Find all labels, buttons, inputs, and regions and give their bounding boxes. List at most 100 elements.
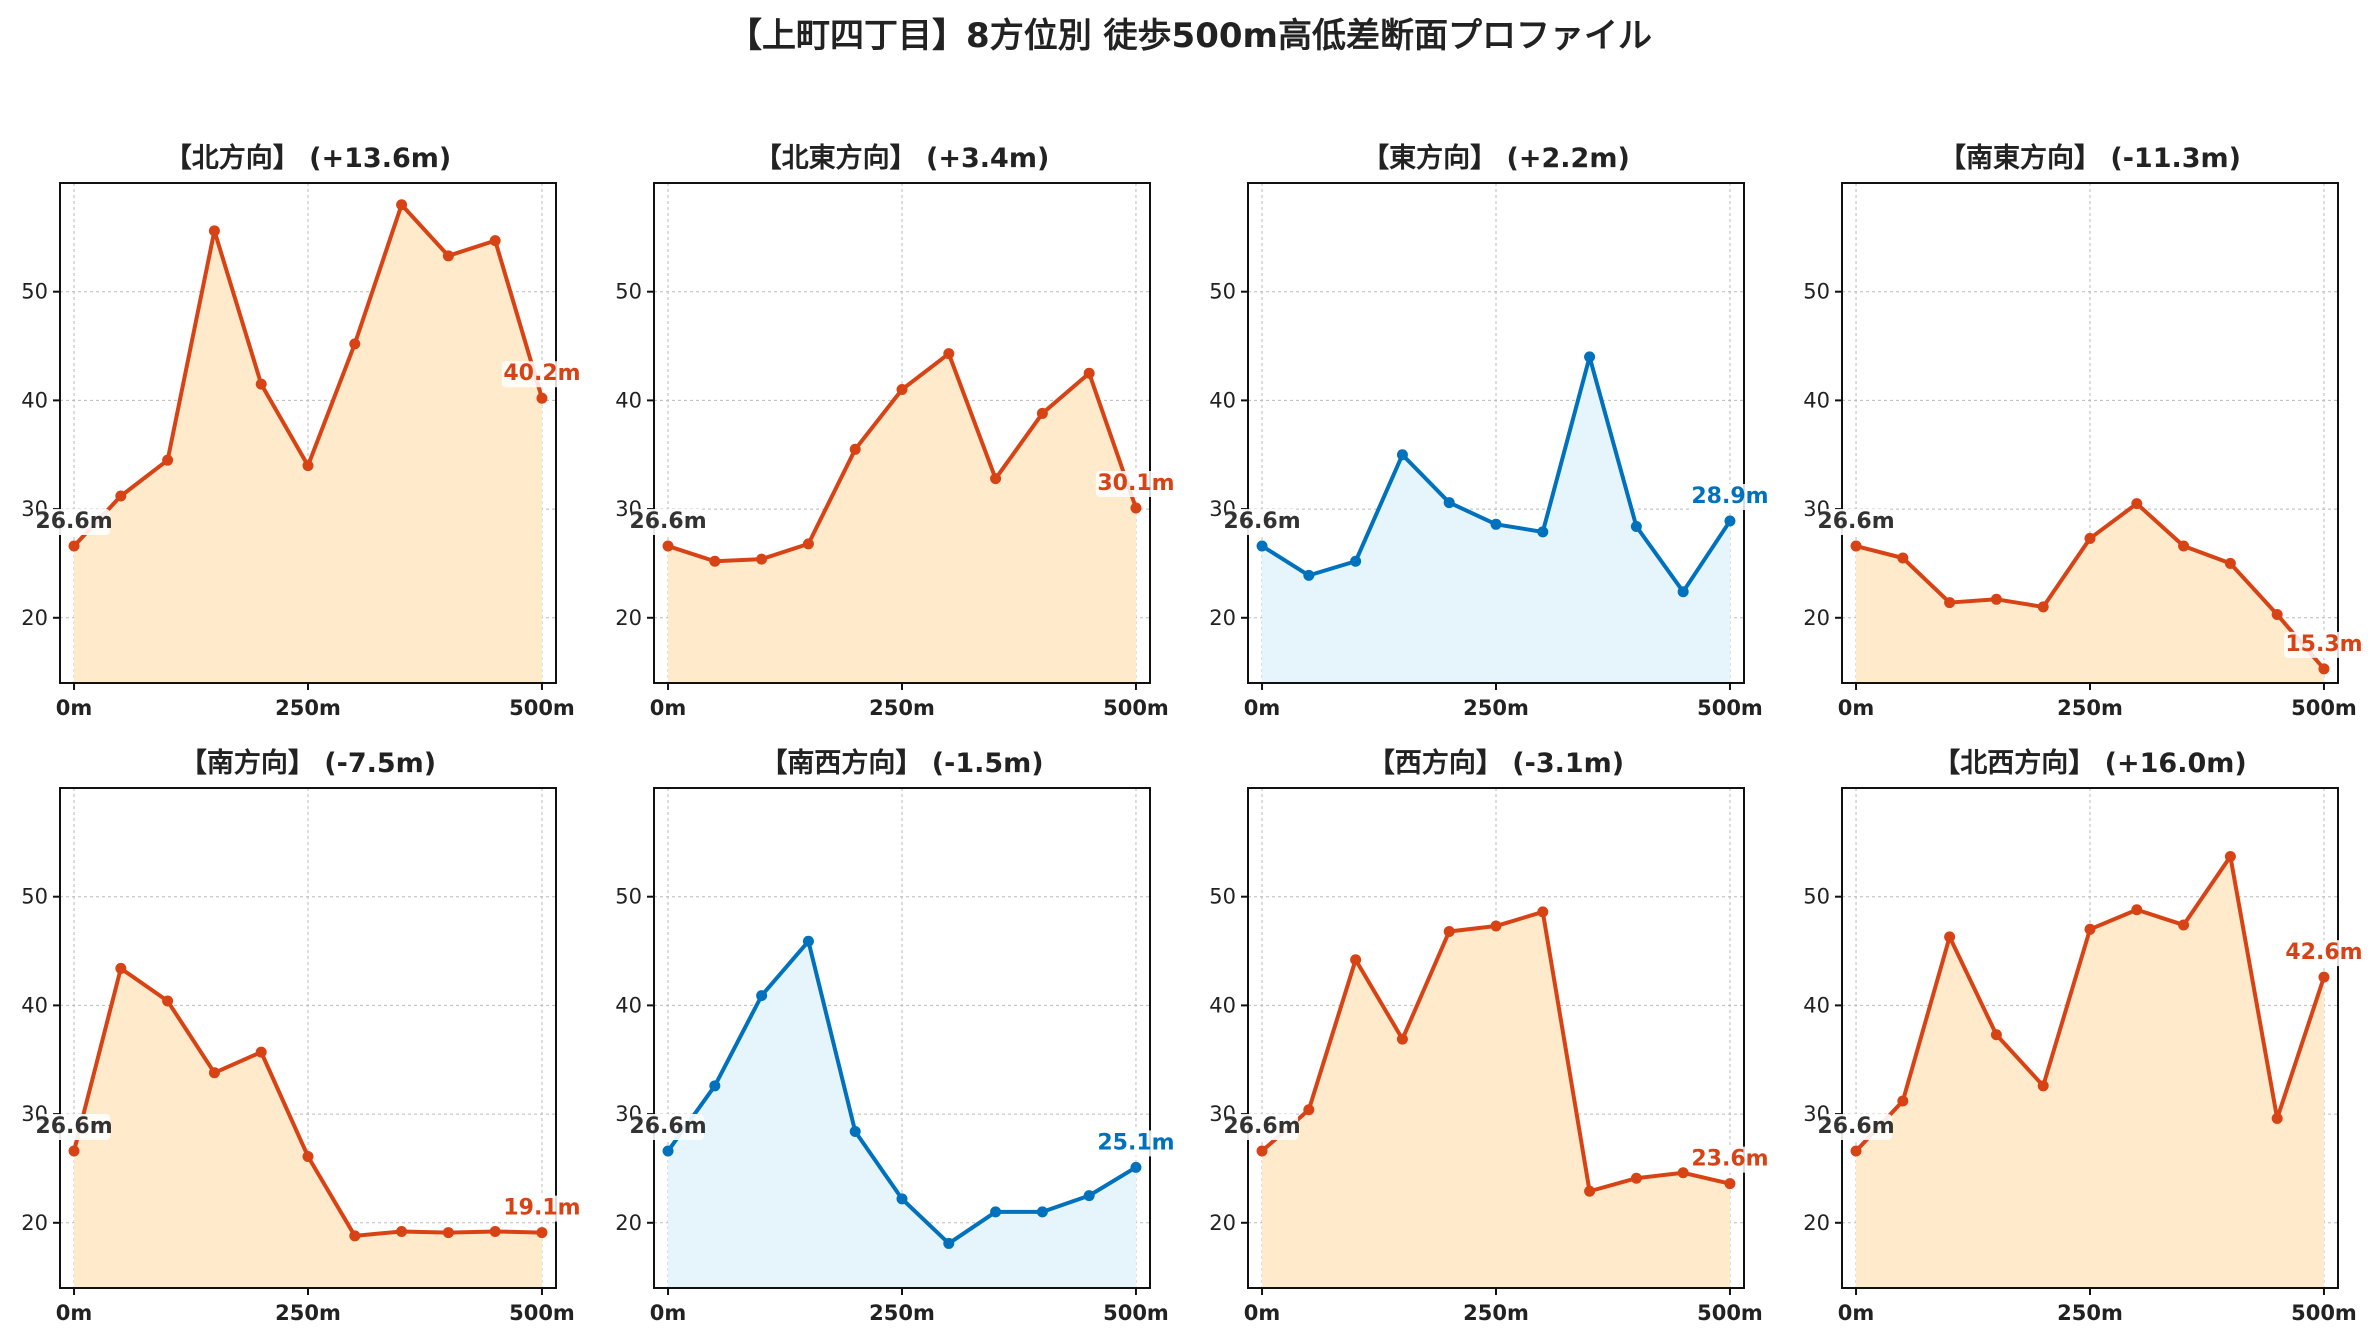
y-tick-label: 40 [21, 388, 48, 412]
figure-title: 【上町四丁目】8方位別 徒歩500m高低差断面プロファイル [728, 16, 1652, 56]
data-point [896, 1193, 908, 1205]
data-point [2318, 971, 2330, 983]
data-point [255, 1046, 267, 1058]
y-tick-label: 40 [1209, 388, 1236, 412]
x-tick-label: 0m [1838, 696, 1875, 720]
x-tick-label: 250m [869, 1301, 935, 1325]
x-tick-label: 250m [2057, 696, 2123, 720]
data-point [1083, 367, 1095, 379]
data-point [489, 235, 501, 247]
start-label-box [38, 1114, 111, 1141]
start-elevation-label: 26.6m [1223, 1114, 1300, 1139]
data-point [255, 378, 267, 390]
data-point [756, 553, 768, 565]
y-tick-label: 40 [21, 993, 48, 1017]
x-tick-label: 500m [1697, 696, 1763, 720]
data-point [396, 1225, 408, 1237]
y-tick-label: 20 [1803, 606, 1830, 630]
data-point [1944, 931, 1956, 943]
start-label-box [1820, 1114, 1893, 1141]
data-point [1724, 515, 1736, 527]
data-point [115, 962, 127, 974]
x-tick-label: 500m [1103, 696, 1169, 720]
data-point [756, 990, 768, 1002]
start-elevation-label: 26.6m [35, 1114, 112, 1139]
data-point [662, 540, 674, 552]
panel-title: 【西方向】 (-3.1m) [1368, 747, 1624, 779]
data-point [68, 1145, 80, 1157]
start-elevation-label: 26.6m [629, 1114, 706, 1139]
x-tick-label: 0m [1244, 1301, 1281, 1325]
data-point [1350, 954, 1362, 966]
data-point [536, 1227, 548, 1239]
data-point [1396, 449, 1408, 461]
data-point [1443, 925, 1455, 937]
data-point [709, 555, 721, 567]
panel-title: 【南西方向】 (-1.5m) [760, 747, 1043, 779]
x-tick-label: 500m [509, 696, 575, 720]
data-point [1630, 520, 1642, 532]
end-elevation-label: 42.6m [2285, 940, 2362, 965]
x-tick-label: 0m [650, 696, 687, 720]
x-tick-label: 0m [650, 1301, 687, 1325]
start-label-box [1226, 509, 1299, 536]
y-tick-label: 50 [21, 885, 48, 909]
start-label-box [632, 1114, 705, 1141]
x-tick-label: 500m [509, 1301, 575, 1325]
data-point [1990, 593, 2002, 605]
start-elevation-label: 26.6m [629, 509, 706, 534]
data-point [2271, 1112, 2283, 1124]
y-tick-label: 40 [1209, 993, 1236, 1017]
y-tick-label: 50 [615, 280, 642, 304]
data-point [2224, 557, 2236, 569]
data-point [1303, 569, 1315, 581]
panel-title: 【東方向】 (+2.2m) [1362, 142, 1630, 174]
y-tick-label: 50 [21, 280, 48, 304]
data-point [208, 225, 220, 237]
data-point [396, 199, 408, 211]
data-point [1036, 1206, 1048, 1218]
x-tick-label: 250m [869, 696, 935, 720]
data-point [162, 995, 174, 1007]
start-elevation-label: 26.6m [1223, 509, 1300, 534]
x-tick-label: 0m [1244, 696, 1281, 720]
data-point [1130, 502, 1142, 514]
data-point [1303, 1104, 1315, 1116]
data-point [709, 1080, 721, 1092]
end-label-box [2283, 631, 2364, 658]
data-point [2131, 498, 2143, 510]
x-tick-label: 0m [56, 696, 93, 720]
data-point [1584, 1185, 1596, 1197]
data-point [896, 384, 908, 396]
y-tick-label: 40 [615, 993, 642, 1017]
data-point [1130, 1161, 1142, 1173]
end-elevation-label: 30.1m [1097, 471, 1174, 496]
data-point [2037, 1080, 2049, 1092]
y-tick-label: 20 [1209, 1211, 1236, 1235]
data-point [302, 1150, 314, 1162]
data-point [489, 1225, 501, 1237]
x-tick-label: 250m [1463, 1301, 1529, 1325]
end-elevation-label: 28.9m [1691, 484, 1768, 509]
data-point [1256, 540, 1268, 552]
y-tick-label: 40 [615, 388, 642, 412]
data-point [1490, 920, 1502, 932]
data-point [1584, 351, 1596, 363]
end-label-box [2283, 940, 2364, 967]
data-point [1897, 1095, 1909, 1107]
area-fill [668, 941, 1136, 1288]
area-fill [668, 353, 1136, 683]
data-point [990, 1206, 1002, 1218]
x-tick-label: 500m [1103, 1301, 1169, 1325]
x-tick-label: 500m [2291, 696, 2357, 720]
start-label-box [38, 509, 111, 536]
data-point [1850, 540, 1862, 552]
end-label-box [501, 361, 582, 388]
panel-title: 【南東方向】 (-11.3m) [1939, 142, 2241, 174]
data-point [1537, 906, 1549, 918]
data-point [349, 338, 361, 350]
